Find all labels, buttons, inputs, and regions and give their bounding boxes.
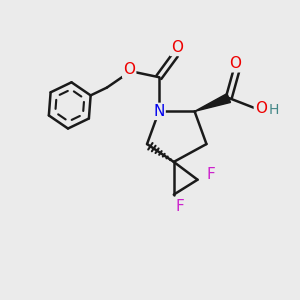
Text: O: O <box>123 62 135 77</box>
Polygon shape <box>195 94 230 111</box>
Text: O: O <box>171 40 183 55</box>
Text: N: N <box>153 104 165 119</box>
Text: H: H <box>269 103 279 117</box>
Text: O: O <box>255 101 267 116</box>
Text: F: F <box>175 199 184 214</box>
Text: O: O <box>230 56 242 71</box>
Text: F: F <box>207 167 215 182</box>
